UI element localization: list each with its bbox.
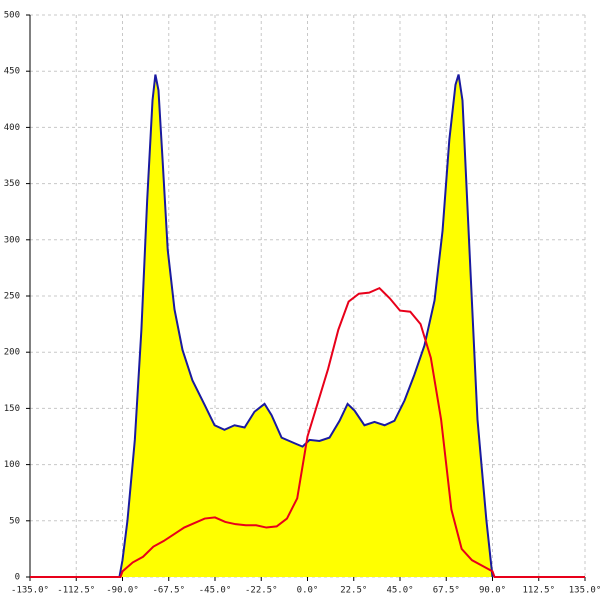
y-tick-label: 500 <box>4 11 20 21</box>
y-tick-label: 350 <box>4 179 20 189</box>
y-tick-label: 250 <box>4 292 20 302</box>
x-tick-label: 112.5° <box>522 586 555 596</box>
x-tick-label: 45.0° <box>386 586 413 596</box>
y-tick-label: 50 <box>9 516 20 526</box>
y-tick-label: 100 <box>4 460 20 470</box>
x-tick-label: -90.0° <box>106 586 139 596</box>
x-tick-label: -22.5° <box>245 586 278 596</box>
x-tick-label: 90.0° <box>479 586 506 596</box>
area-fill <box>119 74 493 578</box>
line <box>118 74 494 578</box>
y-tick-label: 150 <box>4 404 20 414</box>
x-tick-label: -135.0° <box>11 586 49 596</box>
x-tick-label: 22.5° <box>340 586 367 596</box>
x-tick-label: -67.5° <box>152 586 185 596</box>
x-tick-label: 0.0° <box>297 586 319 596</box>
x-tick-label: -112.5° <box>57 586 95 596</box>
y-tick-label: 200 <box>4 348 20 358</box>
y-tick-label: 300 <box>4 235 20 245</box>
y-tick-label: 450 <box>4 67 20 77</box>
x-tick-label: 135.0° <box>569 586 600 596</box>
x-tick-label: 67.5° <box>433 586 460 596</box>
y-tick-label: 0 <box>15 573 20 583</box>
x-tick-label: -45.0° <box>199 586 232 596</box>
y-tick-label: 400 <box>4 123 20 133</box>
line <box>30 286 585 578</box>
